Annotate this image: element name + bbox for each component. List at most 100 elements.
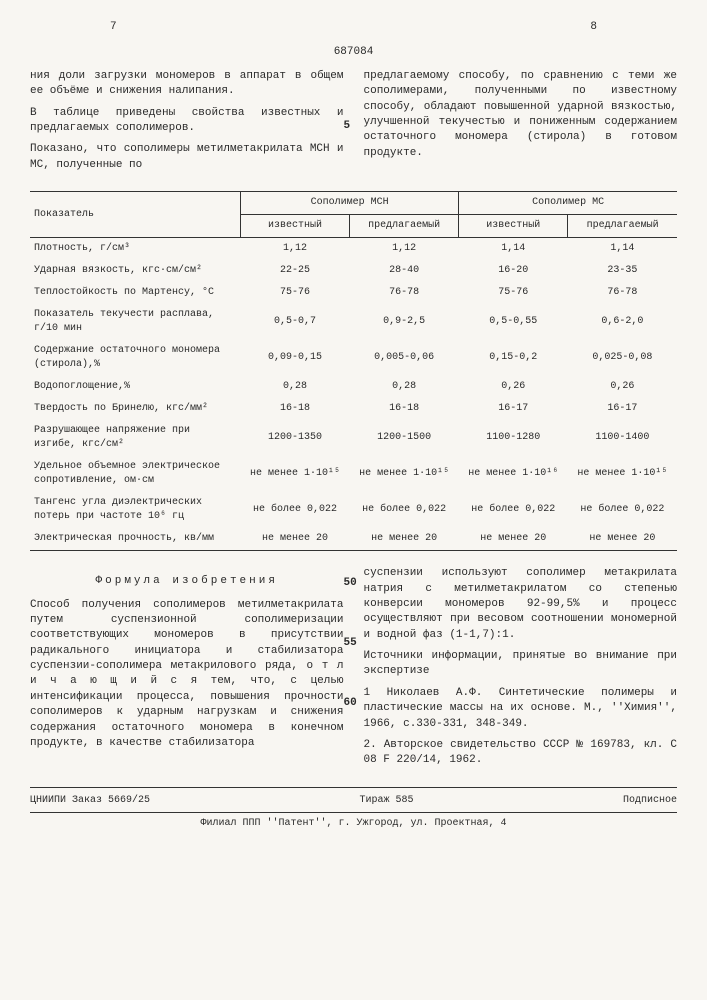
table-cell: 1100-1280 xyxy=(459,420,568,456)
page-num-left: 7 xyxy=(110,20,117,35)
table-cell: 1,12 xyxy=(350,238,459,261)
row-label: Тангенс угла диэлектрических потерь при … xyxy=(30,492,241,528)
table-cell: 76-78 xyxy=(350,282,459,304)
table-row: Разрушающее напряжение при изгибе, кгс/с… xyxy=(30,420,677,456)
table-row: Водопоглощение,%0,280,280,260,26 xyxy=(30,376,677,398)
table-cell: 1,14 xyxy=(459,238,568,261)
table-header-mc: Сополимер МС xyxy=(459,192,677,215)
table-subheader: известный xyxy=(459,215,568,238)
claim-para: Способ получения сополимеров метилметакр… xyxy=(30,598,344,752)
ref-para: 2. Авторское свидетельство СССР № 169783… xyxy=(364,738,678,769)
row-label: Водопоглощение,% xyxy=(30,376,241,398)
table-cell: 16-18 xyxy=(350,398,459,420)
table-cell: не менее 20 xyxy=(459,528,568,551)
table-cell: 1,12 xyxy=(241,238,350,261)
row-label: Твердость по Бринелю, кгс/мм² xyxy=(30,398,241,420)
row-label: Плотность, г/см³ xyxy=(30,238,241,261)
line-number: 5 xyxy=(344,119,351,134)
table-cell: не более 0,022 xyxy=(350,492,459,528)
table-cell: не менее 1·10¹⁵ xyxy=(568,456,677,492)
table-subheader: известный xyxy=(241,215,350,238)
row-label: Ударная вязкость, кгс·см/см² xyxy=(30,260,241,282)
footer-line: ЦНИИПИ Заказ 5669/25 Тираж 585 Подписное xyxy=(30,794,677,808)
table-cell: 0,005-0,06 xyxy=(350,340,459,376)
table-cell: не менее 1·10¹⁵ xyxy=(241,456,350,492)
table-cell: не более 0,022 xyxy=(568,492,677,528)
table-cell: не менее 1·10¹⁶ xyxy=(459,456,568,492)
row-label: Теплостойкость по Мартенсу, °С xyxy=(30,282,241,304)
top-para: ния доли загрузки мономеров в аппарат в … xyxy=(30,69,344,100)
bottom-left-col: Формула изобретения Способ получения соп… xyxy=(30,566,344,775)
table-cell: 0,26 xyxy=(568,376,677,398)
properties-table: Показатель Сополимер МСН Сополимер МС из… xyxy=(30,191,677,551)
footer-address: Филиал ППП ''Патент'', г. Ужгород, ул. П… xyxy=(30,812,677,831)
table-cell: 0,28 xyxy=(241,376,350,398)
top-two-column: ния доли загрузки мономеров в аппарат в … xyxy=(30,69,677,179)
row-label: Разрушающее напряжение при изгибе, кгс/с… xyxy=(30,420,241,456)
top-right-col: предлагаемому способу, по сравнению с те… xyxy=(364,69,678,179)
formula-title: Формула изобретения xyxy=(30,574,344,589)
table-cell: не менее 20 xyxy=(350,528,459,551)
table-cell: 0,15-0,2 xyxy=(459,340,568,376)
bottom-right-col: суспензии используют сополимер метакрила… xyxy=(364,566,678,775)
footer-order: ЦНИИПИ Заказ 5669/25 xyxy=(30,794,150,808)
table-cell: 1100-1400 xyxy=(568,420,677,456)
table-cell: 75-76 xyxy=(459,282,568,304)
table-cell: 0,09-0,15 xyxy=(241,340,350,376)
table-cell: 1200-1350 xyxy=(241,420,350,456)
row-label: Удельное объемное электрическое сопротив… xyxy=(30,456,241,492)
table-cell: 16-17 xyxy=(459,398,568,420)
table-cell: 1,14 xyxy=(568,238,677,261)
table-cell: 75-76 xyxy=(241,282,350,304)
table-row: Электрическая прочность, кв/ммне менее 2… xyxy=(30,528,677,551)
line-number: 55 xyxy=(344,636,357,651)
table-row: Ударная вязкость, кгс·см/см²22-2528-4016… xyxy=(30,260,677,282)
table-row: Теплостойкость по Мартенсу, °С75-7676-78… xyxy=(30,282,677,304)
table-cell: не менее 20 xyxy=(241,528,350,551)
top-para: В таблице приведены свойства известных и… xyxy=(30,106,344,137)
top-para: Показано, что сополимеры метилметакрилат… xyxy=(30,142,344,173)
table-cell: 22-25 xyxy=(241,260,350,282)
table-cell: 0,26 xyxy=(459,376,568,398)
page-numbers: 7 8 xyxy=(30,20,677,35)
table-cell: 0,28 xyxy=(350,376,459,398)
line-number: 50 xyxy=(344,576,357,591)
table-cell: 28-40 xyxy=(350,260,459,282)
table-cell: 0,5-0,7 xyxy=(241,304,350,340)
table-cell: 16-20 xyxy=(459,260,568,282)
table-cell: 0,025-0,08 xyxy=(568,340,677,376)
footer-tirage: Тираж 585 xyxy=(360,794,414,808)
table-subheader: предлагаемый xyxy=(350,215,459,238)
table-cell: не менее 20 xyxy=(568,528,677,551)
table-cell: не менее 1·10¹⁵ xyxy=(350,456,459,492)
table-cell: 23-35 xyxy=(568,260,677,282)
table-cell: 16-17 xyxy=(568,398,677,420)
row-label: Электрическая прочность, кв/мм xyxy=(30,528,241,551)
table-row: Содержание остаточного мономера (стирола… xyxy=(30,340,677,376)
top-left-col: ния доли загрузки мономеров в аппарат в … xyxy=(30,69,344,179)
table-cell: 0,5-0,55 xyxy=(459,304,568,340)
table-row: Твердость по Бринелю, кгс/мм²16-1816-181… xyxy=(30,398,677,420)
page-num-right: 8 xyxy=(590,20,597,35)
claim-para: суспензии используют сополимер метакрила… xyxy=(364,566,678,643)
top-para: предлагаемому способу, по сравнению с те… xyxy=(364,69,678,161)
table-header-mch: Сополимер МСН xyxy=(241,192,459,215)
ref-para: 1 Николаев А.Ф. Синтетические полимеры и… xyxy=(364,686,678,732)
row-label: Показатель текучести расплава, г/10 мин xyxy=(30,304,241,340)
ref-para: Источники информации, принятые во вниман… xyxy=(364,649,678,680)
table-cell: 76-78 xyxy=(568,282,677,304)
table-header-label: Показатель xyxy=(30,192,241,238)
table-row: Плотность, г/см³1,121,121,141,14 xyxy=(30,238,677,261)
footer-subscription: Подписное xyxy=(623,794,677,808)
table-cell: не более 0,022 xyxy=(241,492,350,528)
footer: ЦНИИПИ Заказ 5669/25 Тираж 585 Подписное… xyxy=(30,787,677,831)
table-cell: 0,6-2,0 xyxy=(568,304,677,340)
table-cell: не более 0,022 xyxy=(459,492,568,528)
line-number: 60 xyxy=(344,696,357,711)
table-subheader: предлагаемый xyxy=(568,215,677,238)
table-cell: 1200-1500 xyxy=(350,420,459,456)
row-label: Содержание остаточного мономера (стирола… xyxy=(30,340,241,376)
patent-number: 687084 xyxy=(30,45,677,60)
bottom-two-column: Формула изобретения Способ получения соп… xyxy=(30,566,677,775)
table-cell: 16-18 xyxy=(241,398,350,420)
